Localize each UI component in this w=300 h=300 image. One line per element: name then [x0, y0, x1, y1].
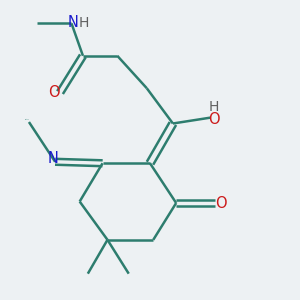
- Text: N: N: [48, 151, 59, 166]
- Text: O: O: [48, 85, 60, 100]
- Text: methyl: methyl: [25, 118, 30, 120]
- Text: O: O: [215, 196, 227, 211]
- Text: O: O: [208, 112, 220, 127]
- Text: H: H: [79, 16, 89, 29]
- Text: H: H: [208, 100, 219, 114]
- Text: N: N: [68, 15, 79, 30]
